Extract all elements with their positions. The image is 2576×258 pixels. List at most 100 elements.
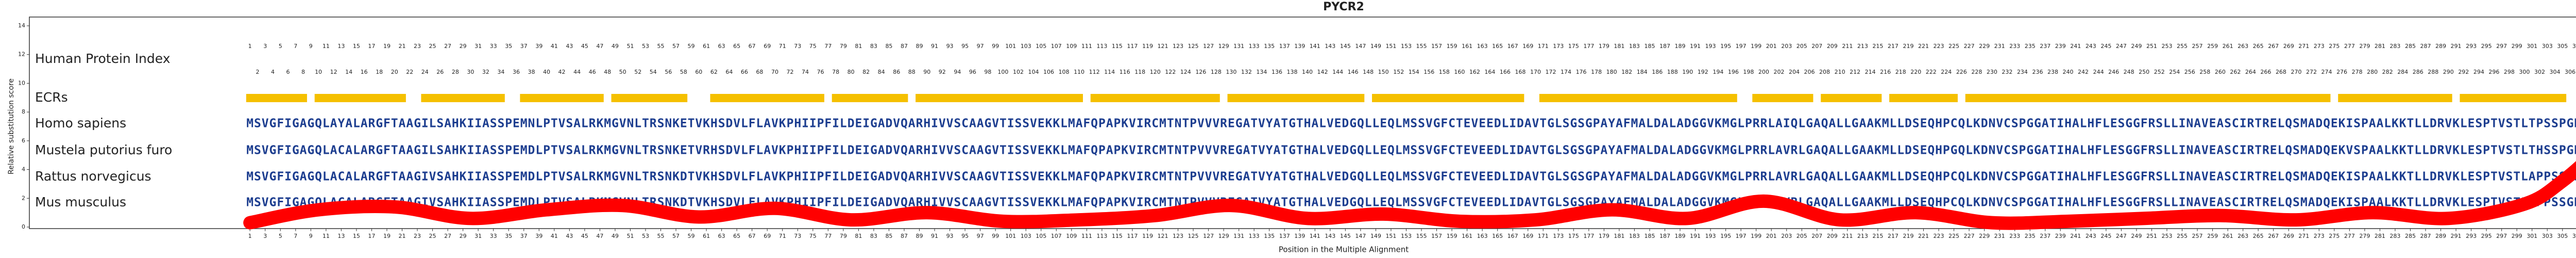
index-number: 236 xyxy=(2032,69,2043,75)
x-tick-label: 37 xyxy=(520,233,528,239)
x-tick-label: 97 xyxy=(977,233,984,239)
index-number: 47 xyxy=(596,43,603,50)
x-tick-label: 69 xyxy=(764,233,771,239)
index-number: 273 xyxy=(2314,43,2325,50)
index-number: 122 xyxy=(1165,69,1176,75)
x-tick-label: 113 xyxy=(1096,233,1107,239)
x-tick-label: 283 xyxy=(2389,233,2400,239)
ecr-bar xyxy=(1821,94,1882,102)
index-number: 130 xyxy=(1226,69,1236,75)
y-tick-label: 0 xyxy=(22,223,25,230)
index-number: 142 xyxy=(1317,69,1328,75)
index-number: 215 xyxy=(1872,43,1883,50)
index-number: 291 xyxy=(2451,43,2462,50)
index-number: 119 xyxy=(1142,43,1153,50)
x-tick-label: 187 xyxy=(1659,233,1670,239)
index-number: 65 xyxy=(733,43,740,50)
x-tick-label: 189 xyxy=(1675,233,1686,239)
index-number: 117 xyxy=(1127,43,1138,50)
index-number: 46 xyxy=(589,69,596,75)
index-number: 233 xyxy=(2009,43,2020,50)
ecr-bar xyxy=(1090,94,1220,102)
index-number: 98 xyxy=(984,69,991,75)
index-number: 155 xyxy=(1416,43,1427,50)
index-number: 27 xyxy=(444,43,451,50)
x-tick-label: 53 xyxy=(642,233,649,239)
x-tick-label: 203 xyxy=(1781,233,1792,239)
index-number: 193 xyxy=(1705,43,1716,50)
index-number: 19 xyxy=(383,43,391,50)
index-number: 162 xyxy=(1469,69,1480,75)
index-number: 48 xyxy=(604,69,611,75)
index-number: 37 xyxy=(520,43,528,50)
x-tick-label: 277 xyxy=(2344,233,2355,239)
index-number: 293 xyxy=(2466,43,2477,50)
index-number: 63 xyxy=(718,43,725,50)
index-number: 235 xyxy=(2025,43,2036,50)
x-tick-label: 121 xyxy=(1157,233,1168,239)
index-number: 129 xyxy=(1218,43,1229,50)
index-number: 272 xyxy=(2306,69,2317,75)
index-number: 216 xyxy=(1880,69,1891,75)
index-number: 147 xyxy=(1355,43,1366,50)
x-tick-label: 105 xyxy=(1036,233,1046,239)
x-tick-label: 175 xyxy=(1568,233,1579,239)
index-number: 69 xyxy=(764,43,771,50)
index-number: 75 xyxy=(809,43,817,50)
index-number: 149 xyxy=(1370,43,1381,50)
index-number: 231 xyxy=(1994,43,2005,50)
index-number: 128 xyxy=(1211,69,1222,75)
x-tick-label: 207 xyxy=(1811,233,1822,239)
x-tick-label: 131 xyxy=(1233,233,1244,239)
ecr-bar xyxy=(421,94,505,102)
index-number: 166 xyxy=(1500,69,1511,75)
index-number: 226 xyxy=(1956,69,1967,75)
x-tick-label: 179 xyxy=(1599,233,1609,239)
index-number: 194 xyxy=(1713,69,1723,75)
index-number: 289 xyxy=(2435,43,2446,50)
index-number: 148 xyxy=(1363,69,1374,75)
ecr-bar xyxy=(1965,94,2331,102)
index-number: 161 xyxy=(1462,43,1472,50)
index-number: 139 xyxy=(1294,43,1305,50)
x-tick-label: 213 xyxy=(1857,233,1868,239)
index-number: 205 xyxy=(1797,43,1807,50)
index-number: 55 xyxy=(657,43,664,50)
index-number: 200 xyxy=(1758,69,1769,75)
x-tick-label: 93 xyxy=(946,233,954,239)
index-number: 73 xyxy=(794,43,801,50)
index-number: 32 xyxy=(482,69,489,75)
ecr-bar xyxy=(1372,94,1524,102)
x-tick-label: 171 xyxy=(1538,233,1549,239)
x-tick-label: 33 xyxy=(490,233,497,239)
index-number: 21 xyxy=(398,43,405,50)
x-tick-label: 279 xyxy=(2359,233,2370,239)
x-tick-label: 261 xyxy=(2223,233,2233,239)
index-number: 49 xyxy=(612,43,619,50)
index-number: 183 xyxy=(1629,43,1640,50)
index-number: 170 xyxy=(1530,69,1541,75)
x-tick-label: 51 xyxy=(626,233,634,239)
ecr-bar xyxy=(246,94,307,102)
x-tick-label: 89 xyxy=(916,233,923,239)
index-number: 68 xyxy=(756,69,763,75)
index-number: 275 xyxy=(2329,43,2340,50)
index-number: 280 xyxy=(2367,69,2378,75)
x-tick-label: 253 xyxy=(2161,233,2172,239)
index-number: 124 xyxy=(1180,69,1191,75)
index-number: 256 xyxy=(2184,69,2195,75)
x-tick-label: 181 xyxy=(1614,233,1624,239)
x-tick-label: 151 xyxy=(1385,233,1396,239)
x-tick-label: 217 xyxy=(1888,233,1899,239)
index-number: 219 xyxy=(1903,43,1913,50)
index-number: 209 xyxy=(1827,43,1838,50)
x-tick-label: 161 xyxy=(1462,233,1472,239)
index-number: 15 xyxy=(353,43,360,50)
index-number: 10 xyxy=(315,69,322,75)
ecr-bar xyxy=(520,94,604,102)
x-tick-label: 183 xyxy=(1629,233,1640,239)
x-tick-label: 57 xyxy=(672,233,680,239)
x-tick-label: 133 xyxy=(1249,233,1260,239)
index-number: 276 xyxy=(2336,69,2347,75)
